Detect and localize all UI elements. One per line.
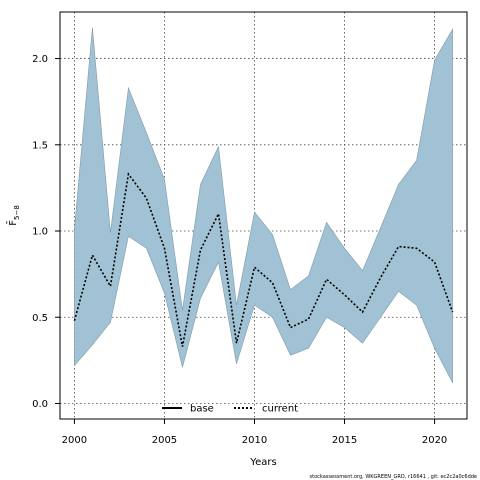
line-current bbox=[73, 172, 454, 347]
legend: base current bbox=[162, 404, 298, 415]
legend-label-base: base bbox=[190, 404, 214, 415]
x-tick-label-2005: 2005 bbox=[152, 435, 177, 446]
y-tick-label-4: 2.0 bbox=[32, 54, 48, 65]
x-axis-title: Years bbox=[249, 457, 276, 468]
x-tick-label-2010: 2010 bbox=[242, 435, 267, 446]
series-lines bbox=[73, 172, 454, 347]
y-axis: 0.0 0.5 1.0 1.5 2.0 bbox=[32, 54, 60, 410]
y-tick-label-2: 1.0 bbox=[32, 227, 48, 238]
y-axis-title: F̄5−8 bbox=[6, 205, 21, 226]
y-tick-label-0: 0.0 bbox=[32, 399, 48, 410]
x-tick-label-2015: 2015 bbox=[332, 435, 357, 446]
legend-label-current: current bbox=[262, 404, 298, 415]
confidence-band bbox=[74, 27, 453, 383]
x-axis: 2000 2005 2010 2015 2020 bbox=[62, 419, 447, 446]
svg-text:F̄5−8: F̄5−8 bbox=[6, 205, 21, 226]
y-axis-title-main: F̄ bbox=[6, 220, 19, 226]
x-tick-label-2020: 2020 bbox=[422, 435, 447, 446]
plot-frame bbox=[59, 11, 468, 420]
x-tick-label-2000: 2000 bbox=[62, 435, 87, 446]
band-current bbox=[74, 27, 453, 383]
y-tick-label-3: 1.5 bbox=[32, 140, 48, 151]
y-tick-label-1: 0.5 bbox=[32, 313, 48, 324]
footer-note: stockassessment.org, WKGREEN_GRO, r16641… bbox=[310, 474, 477, 480]
y-axis-title-subscript: 5−8 bbox=[13, 205, 21, 220]
